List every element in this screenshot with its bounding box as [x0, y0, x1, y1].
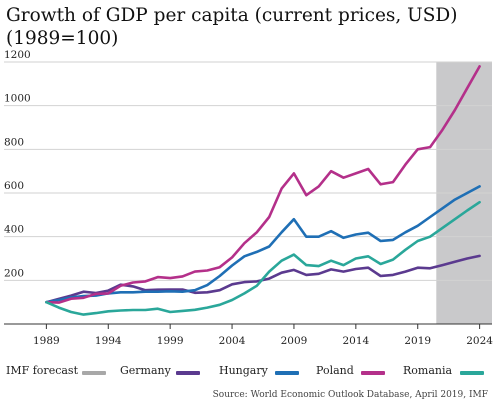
x-tick-label-2019: 2019: [404, 335, 431, 347]
legend-swatch-germany: [176, 371, 200, 375]
legend-swatch-forecast: [82, 371, 106, 375]
legend-label-forecast: IMF forecast: [6, 364, 78, 377]
legend-item-forecast: IMF forecast: [6, 364, 106, 377]
source-note: Source: World Economic Outlook Database,…: [212, 390, 488, 400]
legend-item-germany: Germany: [120, 364, 200, 377]
y-tick-label-1000: 1000: [4, 93, 31, 105]
legend-swatch-poland: [361, 371, 385, 375]
chart-title: Growth of GDP per capita (current prices…: [6, 5, 458, 49]
x-tick-label-2009: 2009: [281, 335, 308, 347]
legend-label-hungary: Hungary: [219, 364, 268, 377]
legend-label-romania: Romania: [403, 364, 453, 377]
y-tick-label-1200: 1200: [4, 49, 31, 61]
series-line-romania: [45, 200, 481, 316]
y-tick-label-200: 200: [4, 267, 24, 279]
y-tick-label-800: 800: [4, 136, 24, 148]
legend-swatch-romania: [460, 371, 484, 375]
x-tick-label-1999: 1999: [157, 335, 184, 347]
legend: IMF forecast Germany Hungary Poland Roma…: [6, 364, 492, 382]
legend-item-romania: Romania: [403, 364, 484, 377]
x-tick-label-2024: 2024: [466, 335, 493, 347]
x-tick-label-1994: 1994: [95, 335, 122, 347]
legend-label-germany: Germany: [120, 364, 171, 377]
series-line-poland: [45, 65, 481, 304]
x-tick-label-2014: 2014: [342, 335, 369, 347]
legend-item-hungary: Hungary: [219, 364, 299, 377]
legend-label-poland: Poland: [316, 364, 354, 377]
y-tick-label-400: 400: [4, 224, 24, 236]
x-tick-label-2004: 2004: [219, 335, 246, 347]
series-line-hungary: [45, 185, 481, 304]
legend-item-poland: Poland: [316, 364, 385, 377]
x-tick-label-1989: 1989: [33, 335, 60, 347]
legend-swatch-hungary: [275, 371, 299, 375]
y-tick-label-600: 600: [4, 180, 24, 192]
